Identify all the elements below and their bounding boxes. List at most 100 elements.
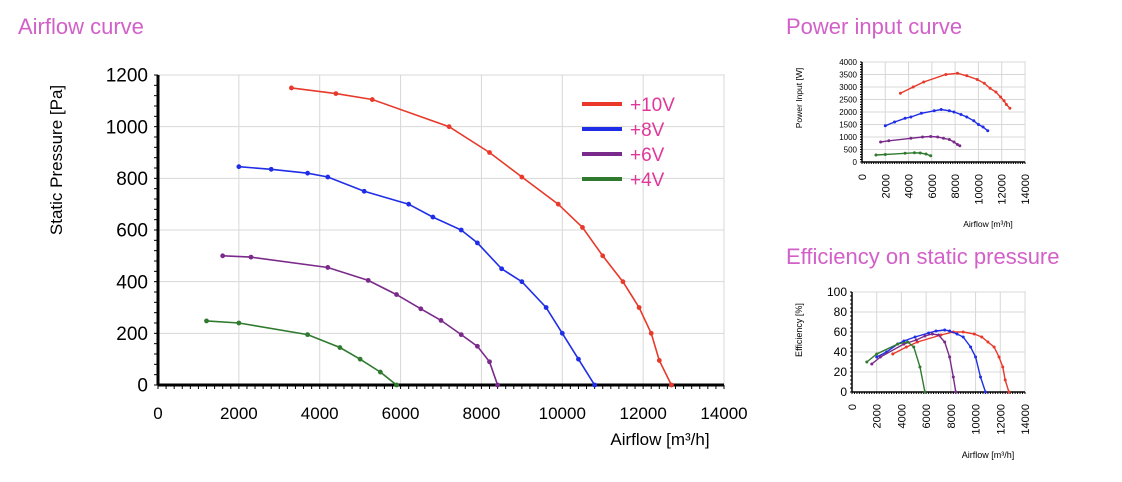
- x-tick-label: 8000: [463, 404, 501, 423]
- data-point: [236, 164, 242, 170]
- series-line-0: [892, 331, 1010, 393]
- data-point: [893, 120, 897, 124]
- data-point: [555, 201, 561, 207]
- data-point: [955, 143, 959, 146]
- legend-label: +10V: [630, 95, 675, 116]
- data-point: [943, 340, 947, 344]
- y-axis-title: Power Input [W]: [794, 68, 804, 128]
- y-tick-label: 1500: [839, 120, 857, 129]
- data-point: [883, 124, 887, 128]
- chart-1: 0 2000 4000 6000 8000 10000 12000 14000 0 500 1000…: [794, 58, 1032, 229]
- data-point: [1008, 106, 1012, 110]
- data-point: [912, 345, 916, 349]
- data-point: [879, 140, 883, 144]
- data-point: [999, 95, 1003, 99]
- data-point: [1001, 365, 1005, 369]
- data-point: [958, 144, 962, 148]
- efficiency-chart-title: Efficiency on static pressure: [786, 244, 1060, 269]
- y-tick-label: 2000: [839, 108, 857, 117]
- x-tick-label: 14000: [1020, 174, 1032, 205]
- data-point: [1002, 99, 1006, 103]
- data-point: [965, 115, 969, 119]
- data-point: [939, 108, 943, 111]
- y-tick-label: 0: [137, 376, 148, 397]
- y-tick-label: 0: [840, 385, 847, 399]
- data-point: [955, 332, 959, 336]
- data-point: [954, 390, 958, 394]
- data-point: [986, 340, 990, 344]
- data-point: [495, 382, 500, 388]
- data-point: [927, 331, 931, 335]
- data-point: [519, 279, 525, 285]
- x-tick-label: 10000: [539, 404, 586, 423]
- data-point: [906, 340, 910, 344]
- data-point: [487, 359, 492, 365]
- x-tick-label: 0: [847, 404, 859, 410]
- data-point: [948, 329, 952, 333]
- data-point: [248, 254, 254, 260]
- x-axis-title: Airflow [m³/h]: [962, 450, 1015, 460]
- data-point: [909, 115, 913, 119]
- data-point: [942, 136, 945, 140]
- y-tick-label: 20: [834, 365, 848, 379]
- data-point: [918, 151, 922, 155]
- x-tick-label: 8000: [946, 404, 958, 428]
- data-point: [921, 135, 925, 139]
- data-point: [903, 116, 907, 120]
- data-point: [543, 305, 549, 310]
- data-point: [600, 253, 606, 259]
- x-tick-label: 2000: [880, 174, 892, 198]
- plot-area: [851, 291, 1026, 393]
- data-point: [438, 318, 444, 323]
- data-point: [377, 369, 383, 375]
- data-point: [976, 123, 980, 126]
- data-point: [994, 90, 998, 94]
- data-point: [988, 86, 992, 90]
- data-point: [620, 279, 626, 285]
- data-point: [923, 390, 927, 394]
- x-tick-label: 6000: [382, 404, 420, 423]
- data-point: [961, 335, 965, 339]
- data-point: [947, 109, 951, 113]
- legend-label: +8V: [630, 120, 665, 141]
- data-point: [446, 124, 452, 130]
- data-point: [369, 97, 375, 102]
- x-tick-label: 0: [857, 174, 869, 180]
- data-point: [955, 71, 959, 75]
- data-point: [923, 334, 927, 338]
- data-point: [997, 355, 1001, 359]
- y-tick-label: 500: [844, 145, 858, 154]
- x-tick-label: 4000: [896, 404, 908, 428]
- data-point: [418, 306, 424, 312]
- data-point: [986, 129, 990, 133]
- data-point: [992, 345, 996, 349]
- data-point: [937, 333, 940, 337]
- data-point: [929, 135, 933, 138]
- y-axis-title: Efficiency [%]: [794, 303, 804, 357]
- data-point: [930, 332, 934, 336]
- data-point: [1007, 390, 1011, 394]
- data-point: [519, 174, 525, 180]
- data-point: [458, 332, 464, 338]
- y-tick-label: 2500: [839, 95, 857, 104]
- data-point: [357, 356, 363, 362]
- data-point: [981, 125, 985, 129]
- data-point: [669, 382, 674, 388]
- data-point: [268, 166, 274, 172]
- y-tick-label: 3000: [839, 83, 857, 92]
- data-point: [948, 355, 952, 359]
- y-tick-label: 100: [827, 285, 847, 299]
- data-point: [951, 375, 955, 379]
- x-tick-label: 2000: [220, 404, 258, 423]
- data-point: [325, 174, 331, 180]
- data-point: [365, 277, 371, 283]
- data-point: [430, 214, 436, 220]
- data-point: [980, 335, 984, 339]
- x-tick-label: 4000: [904, 174, 916, 198]
- x-tick-label: 6000: [927, 174, 939, 198]
- data-point: [918, 365, 922, 369]
- x-axis-title: Airflow [m³/h]: [610, 430, 709, 449]
- data-point: [952, 140, 956, 144]
- data-point: [406, 201, 412, 207]
